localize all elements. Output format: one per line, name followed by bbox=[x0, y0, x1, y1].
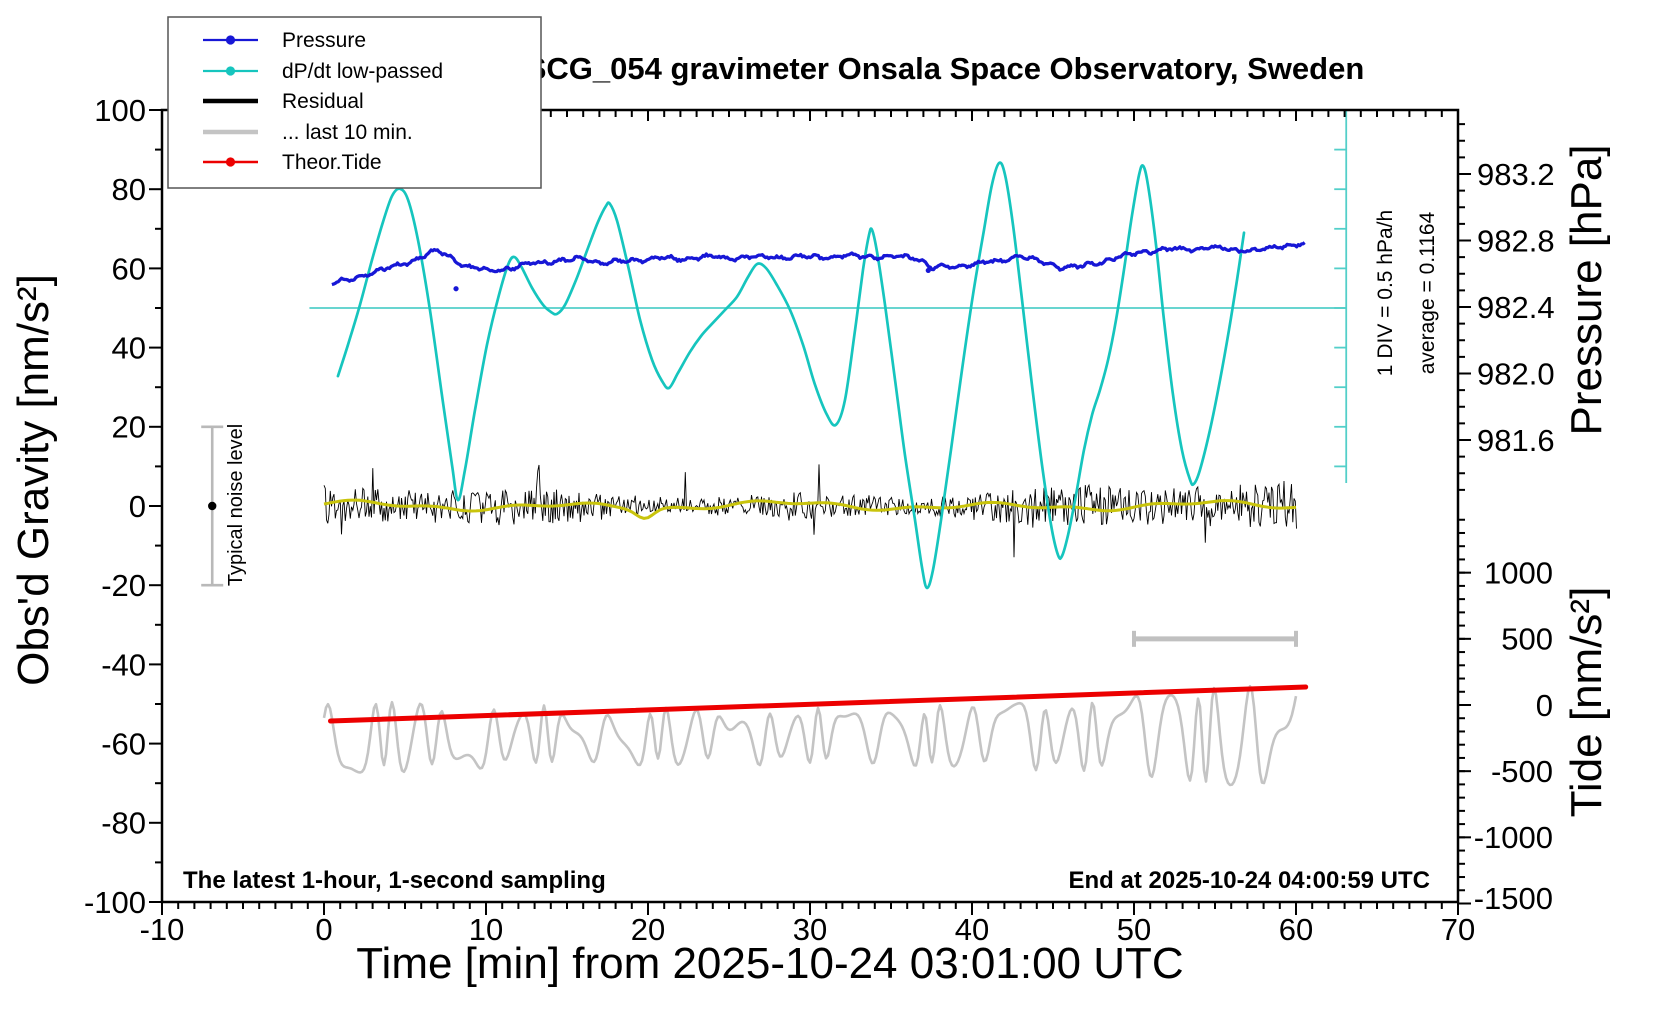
tide-tick-label: 1000 bbox=[1484, 556, 1553, 591]
legend-item-pressure: Pressure bbox=[203, 29, 366, 52]
average-note: average = 0.1164 bbox=[1416, 211, 1439, 374]
legend-label: Pressure bbox=[282, 29, 366, 52]
legend-dot-sample bbox=[225, 157, 236, 167]
tide-tick-label: -1500 bbox=[1474, 881, 1553, 916]
legend-dot-sample bbox=[225, 35, 236, 45]
dpdt-series bbox=[336, 161, 1246, 590]
x-tick-label: 30 bbox=[793, 912, 827, 947]
gravity-tick-label: 60 bbox=[112, 251, 146, 286]
legend-label: Theor.Tide bbox=[282, 151, 382, 174]
pressure-axis-title: Pressure [hPa] bbox=[1562, 144, 1611, 435]
x-tick-label: 70 bbox=[1441, 912, 1475, 947]
gravity-tick-label: 20 bbox=[112, 410, 146, 445]
end-time-note: End at 2025-10-24 04:00:59 UTC bbox=[1069, 867, 1431, 894]
noise-level-label: Typical noise level bbox=[225, 424, 247, 586]
x-tick-label: -10 bbox=[140, 912, 185, 947]
pressure-tick-label: 982.8 bbox=[1477, 223, 1555, 258]
x-tick-label: 50 bbox=[1117, 912, 1151, 947]
legend-item-residual: Residual bbox=[203, 90, 364, 113]
gravity-tick-label: -20 bbox=[101, 568, 146, 603]
gravity-tick-label: 0 bbox=[129, 489, 146, 524]
pressure-series bbox=[331, 241, 1306, 287]
legend-label: dP/dt low-passed bbox=[282, 60, 443, 83]
pressure-tick-label: 981.6 bbox=[1477, 423, 1555, 458]
sampling-note: The latest 1-hour, 1-second sampling bbox=[183, 867, 606, 894]
plot-area: -10 0 10 20 30 40 50 60 70-100-80-60-40-20020406… bbox=[84, 16, 1555, 947]
pressure-outlier-point bbox=[925, 267, 931, 274]
gravity-tick-label: -80 bbox=[101, 806, 146, 841]
gravity-tick-label: 100 bbox=[94, 93, 146, 128]
gravity-tick-label: -100 bbox=[84, 885, 146, 920]
gravity-tick-label: 40 bbox=[112, 330, 146, 365]
x-tick-label: 40 bbox=[955, 912, 989, 947]
legend-item-theor_tide: Theor.Tide bbox=[203, 151, 382, 174]
last-10-min-series bbox=[322, 684, 1298, 787]
legend-label: ... last 10 min. bbox=[282, 121, 413, 144]
gravity-axis-title: Obs'd Gravity [nm/s²] bbox=[9, 274, 58, 686]
x-axis-title: Time [min] from 2025-10-24 03:01:00 UTC bbox=[356, 939, 1183, 988]
pressure-tick-label: 983.2 bbox=[1477, 157, 1555, 192]
x-tick-label: 0 bbox=[315, 912, 332, 947]
noise-bar-dot bbox=[208, 501, 217, 511]
pressure-tick-label: 982.4 bbox=[1477, 290, 1555, 325]
legend-item-dpdt: dP/dt low-passed bbox=[203, 60, 443, 83]
tide-tick-label: -500 bbox=[1491, 754, 1553, 789]
pressure-tick-label: 982.0 bbox=[1477, 356, 1555, 391]
pressure-outlier-point bbox=[453, 286, 459, 292]
x-tick-label: 60 bbox=[1279, 912, 1313, 947]
tide-tick-label: -1000 bbox=[1474, 820, 1553, 855]
tide-axis-title: Tide [nm/s²] bbox=[1562, 587, 1611, 818]
legend-label: Residual bbox=[282, 90, 364, 113]
chart-title: SCG_054 gravimeter Onsala Space Observat… bbox=[526, 51, 1365, 86]
gravity-tick-label: -40 bbox=[101, 647, 146, 682]
x-tick-label: 10 bbox=[469, 912, 503, 947]
tide-tick-label: 0 bbox=[1536, 688, 1553, 723]
x-tick-label: 20 bbox=[631, 912, 665, 947]
gravity-tick-label: -60 bbox=[101, 726, 146, 761]
tide-tick-label: 500 bbox=[1501, 622, 1553, 657]
gravity-tick-label: 80 bbox=[112, 172, 146, 207]
legend-item-last10: ... last 10 min. bbox=[203, 121, 413, 144]
residual-smoothed-series bbox=[323, 498, 1297, 520]
theor-tide-series bbox=[328, 684, 1309, 724]
div-scale-note: 1 DIV = 0.5 hPa/h bbox=[1374, 210, 1397, 376]
residual-series bbox=[323, 464, 1297, 558]
legend-dot-sample bbox=[225, 66, 236, 76]
